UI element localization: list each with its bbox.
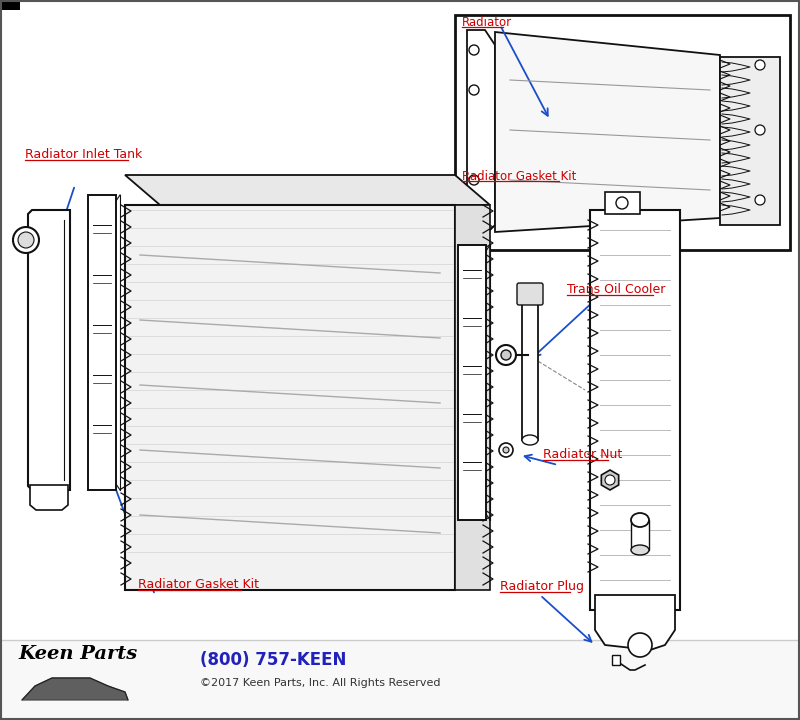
Bar	[612, 655, 620, 665]
Text: Trans Oil Cooler: Trans Oil Cooler	[567, 283, 666, 296]
Text: Radiator Gasket Kit: Radiator Gasket Kit	[138, 578, 259, 591]
Bar	[88, 195, 116, 490]
Bar	[605, 192, 640, 214]
Bar	[590, 210, 680, 610]
Bar	[455, 15, 790, 250]
Ellipse shape	[631, 545, 649, 555]
Circle shape	[18, 232, 34, 248]
Circle shape	[469, 45, 479, 55]
Polygon shape	[125, 175, 490, 205]
Circle shape	[499, 443, 513, 457]
FancyBboxPatch shape	[517, 283, 543, 305]
Circle shape	[501, 350, 511, 360]
Circle shape	[755, 125, 765, 135]
Text: Radiator: Radiator	[462, 16, 512, 29]
Text: (800) 757-KEEN: (800) 757-KEEN	[200, 651, 346, 669]
Bar	[458, 245, 486, 520]
Polygon shape	[30, 485, 68, 510]
Bar	[631, 520, 649, 550]
Bar	[522, 300, 538, 440]
Ellipse shape	[631, 513, 649, 527]
Circle shape	[469, 205, 479, 215]
Polygon shape	[720, 57, 780, 225]
Circle shape	[755, 60, 765, 70]
Polygon shape	[467, 30, 495, 235]
Text: Radiator Nut: Radiator Nut	[543, 448, 622, 461]
Circle shape	[469, 175, 479, 185]
Text: Radiator Inlet Tank: Radiator Inlet Tank	[25, 148, 142, 161]
Circle shape	[605, 475, 615, 485]
Ellipse shape	[522, 435, 538, 445]
Circle shape	[616, 197, 628, 209]
Polygon shape	[495, 32, 720, 232]
Polygon shape	[28, 210, 70, 490]
Text: ©2017 Keen Parts, Inc. All Rights Reserved: ©2017 Keen Parts, Inc. All Rights Reserv…	[200, 678, 441, 688]
Bar	[125, 205, 455, 590]
Circle shape	[755, 195, 765, 205]
Polygon shape	[22, 678, 128, 700]
Circle shape	[13, 227, 39, 253]
Circle shape	[628, 633, 652, 657]
Text: Radiator Plug: Radiator Plug	[500, 580, 584, 593]
Bar	[0, 640, 800, 720]
Circle shape	[503, 447, 509, 453]
Text: Radiator Gasket Kit: Radiator Gasket Kit	[462, 170, 576, 183]
Text: Keen Parts: Keen Parts	[18, 645, 138, 663]
Circle shape	[469, 85, 479, 95]
Circle shape	[496, 345, 516, 365]
Polygon shape	[595, 595, 675, 650]
Bar	[0, 0, 20, 10]
Polygon shape	[455, 205, 490, 590]
